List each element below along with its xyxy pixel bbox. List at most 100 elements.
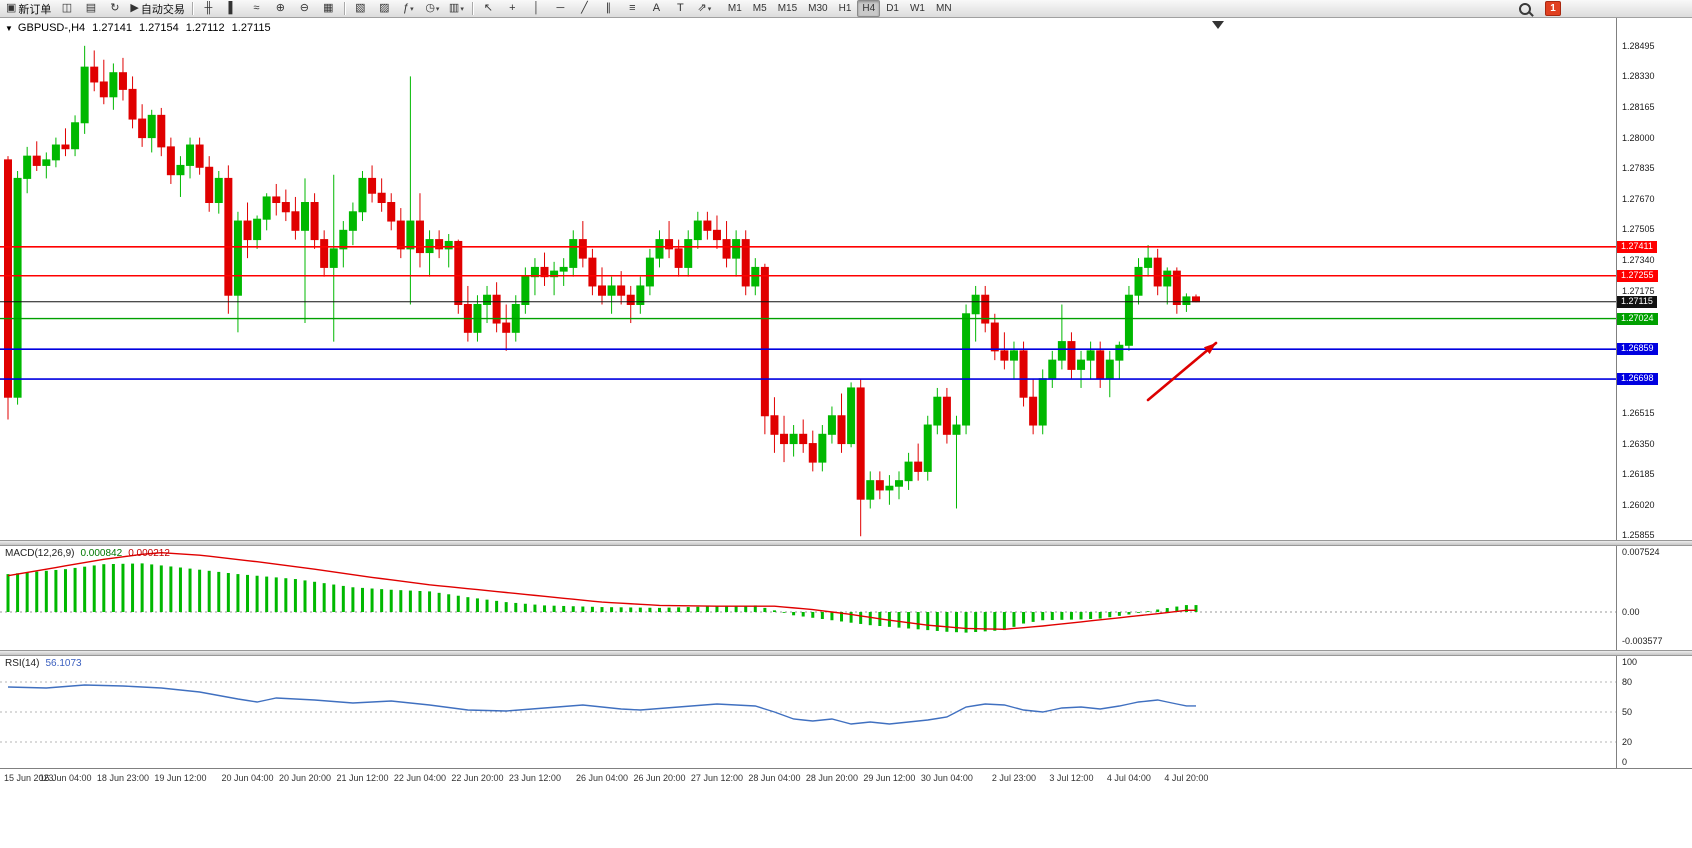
- macd-axis[interactable]: 0.007524 0.00 -0.003577: [1616, 546, 1692, 650]
- current-price-badge: 1.27115: [1617, 295, 1657, 308]
- price-axis[interactable]: 1.28495 1.28330 1.28165 1.28000 1.27835 1.276…: [1616, 18, 1692, 540]
- time-axis-label: 30 Jun 04:00: [920, 773, 973, 783]
- trend-arrow-annotation[interactable]: [1146, 341, 1218, 402]
- price-axis-tick: 1.27505: [1622, 224, 1655, 235]
- toolbar-separator: [191, 2, 193, 15]
- templates-button[interactable]: ▥ ▾: [445, 0, 468, 17]
- zoom-out-button[interactable]: ⊖: [293, 0, 316, 17]
- panel-splitter[interactable]: [0, 650, 1692, 656]
- time-axis-label: 23 Jun 12:00: [508, 773, 561, 783]
- autotrading-icon: ▶: [130, 2, 139, 14]
- price-axis-tick: 1.28495: [1622, 40, 1655, 51]
- data-window-icon: ▨: [379, 2, 390, 14]
- refresh-button[interactable]: ↻: [103, 0, 126, 17]
- rsi-axis[interactable]: 100 80 50 20 0: [1616, 656, 1692, 768]
- candlestick-chart-button[interactable]: ▌: [221, 0, 244, 17]
- bar-chart-button[interactable]: ╫: [197, 0, 220, 17]
- crosshair-button[interactable]: +: [501, 0, 524, 17]
- panel-splitter[interactable]: [0, 540, 1692, 546]
- macd-label: MACD(12,26,9) 0.000842 0.000212: [5, 548, 170, 559]
- time-axis-label: 4 Jul 20:00: [1164, 773, 1209, 783]
- channel-button[interactable]: ∥: [597, 0, 620, 17]
- macd-axis-tick: 0.007524: [1622, 547, 1660, 557]
- main-chart-canvas[interactable]: [0, 18, 1616, 540]
- timeframe-w1-button[interactable]: W1: [909, 3, 925, 14]
- text-button[interactable]: A: [645, 0, 668, 17]
- timeframe-m5-button[interactable]: M5: [752, 3, 767, 14]
- cursor-button[interactable]: ↖: [477, 0, 500, 17]
- rsi-line: [7, 684, 1196, 725]
- autotrading-button[interactable]: ▶ 自动交易: [127, 0, 187, 17]
- timeframe-m30-button[interactable]: M30: [808, 3, 828, 14]
- crosshair-icon: +: [509, 2, 516, 14]
- price-axis-tick: 1.28330: [1622, 71, 1655, 82]
- horizontal-line-icon: ─: [556, 2, 565, 14]
- tile-windows-button[interactable]: ▦: [317, 0, 340, 17]
- rsi-axis-tick: 80: [1622, 677, 1633, 687]
- timeframe-h1-button[interactable]: H1: [838, 3, 852, 14]
- timeframe-m1-button[interactable]: M1: [727, 3, 742, 14]
- trendline-button[interactable]: ╱: [573, 0, 596, 17]
- one-click-trading-toggle[interactable]: ▼: [5, 23, 13, 33]
- text-label-button[interactable]: T: [669, 0, 692, 17]
- price-axis-tick: 1.27175: [1622, 285, 1655, 296]
- toolbar-buttons: ▣ 新订单 ◫ ▤ ↻ ▶ 自动交易 ╫ ▌ ≈ ⊕ ⊖ ▦ ▧ ▨ ƒ ▾ ◷ ▾ ▥ ▾ ↖ + │ ─ ╱ ∥ ≡ A T ⇗ ▾: [3, 0, 716, 17]
- timeframe-m15-button[interactable]: M15: [777, 3, 798, 14]
- search-icon: [1518, 2, 1531, 15]
- hline-price-badge: 1.27024: [1617, 312, 1658, 325]
- zoom-in-button[interactable]: ⊕: [269, 0, 292, 17]
- time-axis-label: 20 Jun 20:00: [278, 773, 332, 783]
- toolbar-separator: [471, 2, 473, 15]
- price-axis-tick: 1.26020: [1622, 499, 1655, 510]
- window-background: [0, 789, 1692, 848]
- toolbar: ▣ 新订单 ◫ ▤ ↻ ▶ 自动交易 ╫ ▌ ≈ ⊕ ⊖ ▦ ▧ ▨ ƒ ▾ ◷ ▾ ▥ ▾ ↖ + │ ─ ╱ ∥ ≡ A T ⇗ ▾ M1…: [0, 0, 1692, 18]
- notification-badge[interactable]: 1: [1545, 1, 1561, 16]
- vertical-line-icon: │: [532, 2, 540, 14]
- horizontal-line-button[interactable]: ─: [549, 0, 572, 17]
- periods-button[interactable]: ◷ ▾: [421, 0, 444, 17]
- chart-window: ▼ GBPUSD-,H4 1.27141 1.27154 1.27112 1.2…: [0, 18, 1692, 848]
- channel-icon: ∥: [605, 2, 612, 14]
- time-axis-label: 29 Jun 12:00: [863, 773, 916, 783]
- indicators-button[interactable]: ƒ ▾: [397, 0, 420, 17]
- chevron-down-icon: ▾: [410, 5, 414, 13]
- price-axis-tick: 1.26350: [1622, 438, 1655, 449]
- arrows-button[interactable]: ⇗ ▾: [693, 0, 716, 17]
- time-axis-label: 28 Jun 04:00: [748, 773, 801, 783]
- new-chart-button[interactable]: ◫: [55, 0, 78, 17]
- trendline-icon: ╱: [581, 2, 588, 14]
- line-chart-icon: ≈: [253, 2, 260, 14]
- vertical-line-button[interactable]: │: [525, 0, 548, 17]
- rsi-canvas[interactable]: [0, 656, 1616, 768]
- profiles-button[interactable]: ▤: [79, 0, 102, 17]
- time-axis-label: 20 Jun 04:00: [221, 773, 274, 783]
- time-axis[interactable]: 15 Jun 2023 16 Jun 04:00 18 Jun 23:00 19 Ju…: [0, 768, 1692, 789]
- cascade-windows-icon: ▧: [355, 2, 366, 14]
- timeframe-d1-button[interactable]: D1: [886, 3, 899, 14]
- fibonacci-button[interactable]: ≡: [621, 0, 644, 17]
- chevron-down-icon: ▾: [435, 5, 440, 13]
- toolbar-right-group: 1: [1513, 0, 1561, 17]
- new-chart-icon: ◫: [61, 2, 73, 14]
- data-window-button[interactable]: ▨: [373, 0, 396, 17]
- line-chart-button[interactable]: ≈: [245, 0, 268, 17]
- price-axis-tick: 1.25855: [1622, 530, 1655, 540]
- cascade-windows-button[interactable]: ▧: [349, 0, 372, 17]
- rsi-axis-tick: 50: [1622, 707, 1633, 717]
- time-axis-label: 26 Jun 04:00: [575, 773, 629, 783]
- search-button[interactable]: [1513, 0, 1536, 17]
- macd-canvas[interactable]: [0, 546, 1616, 650]
- autotrading-button-label: 自动交易: [140, 3, 185, 16]
- time-axis-label: 15 Jun 2023: [4, 773, 54, 783]
- price-axis-tick: 1.27835: [1622, 163, 1655, 174]
- hline-price-badge: 1.27411: [1617, 240, 1657, 253]
- rsi-panel: RSI(14) 56.1073 100 80 50 20 0: [0, 656, 1692, 768]
- indicators-icon: ƒ: [403, 2, 410, 14]
- timeframe-mn-button[interactable]: MN: [935, 3, 952, 14]
- chart-ohlc-header: ▼ GBPUSD-,H4 1.27141 1.27154 1.27112 1.2…: [5, 22, 271, 34]
- tile-windows-icon: ▦: [323, 2, 334, 14]
- new-order-button[interactable]: ▣ 新订单: [3, 0, 54, 17]
- timeframe-h4-button[interactable]: H4: [857, 0, 881, 17]
- open-value: 1.27141: [92, 22, 132, 34]
- hlines-layer: [0, 246, 1616, 380]
